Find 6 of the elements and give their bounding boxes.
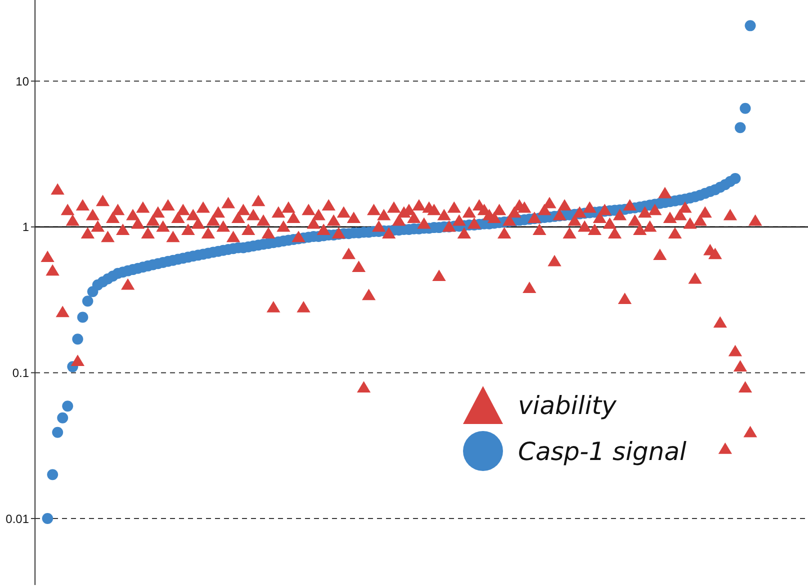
y-tick-label: 0.01 bbox=[6, 512, 30, 526]
legend-label: Casp-1 signal bbox=[518, 436, 686, 466]
legend-label: viability bbox=[518, 390, 616, 420]
y-tick-label: 10 bbox=[16, 74, 30, 88]
y-tick-label: 1 bbox=[22, 220, 30, 234]
y-tick-label: 0.1 bbox=[12, 366, 30, 380]
